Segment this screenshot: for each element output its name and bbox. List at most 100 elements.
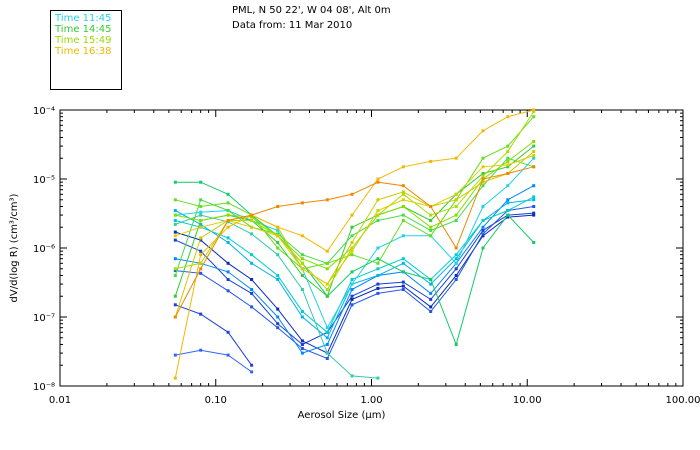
legend-item-1145: Time 11:45 — [55, 13, 112, 24]
y-tick-label: 10⁻⁶ — [33, 244, 55, 255]
data-point-s20 — [276, 205, 280, 208]
data-point-s7 — [401, 261, 405, 265]
data-point-s2 — [199, 348, 203, 352]
data-point-s3 — [250, 291, 254, 295]
y-tick-label: 10⁻⁸ — [33, 382, 55, 393]
data-point-s3 — [429, 297, 433, 301]
data-point-s5 — [350, 303, 354, 307]
data-point-s15 — [325, 267, 329, 271]
data-point-s19 — [325, 249, 329, 253]
data-point-s7 — [506, 201, 510, 205]
data-point-s12 — [173, 294, 177, 298]
data-point-s7 — [300, 315, 304, 319]
data-point-s14 — [199, 205, 203, 208]
data-point-s19 — [481, 129, 485, 133]
data-point-s9 — [199, 210, 203, 214]
data-point-s10 — [250, 232, 254, 236]
data-point-s12 — [276, 241, 280, 244]
data-point-s19 — [276, 225, 280, 229]
data-point-s12 — [506, 165, 510, 169]
data-point-s5 — [532, 205, 536, 208]
data-point-s4 — [532, 213, 536, 217]
data-point-s7 — [325, 336, 329, 340]
data-point-s9 — [376, 246, 380, 250]
data-point-s7 — [199, 222, 203, 226]
data-point-s17 — [401, 190, 405, 194]
data-point-s15 — [506, 159, 510, 163]
data-point-s1 — [199, 312, 203, 316]
data-point-s9 — [276, 228, 280, 232]
data-point-s11 — [506, 213, 510, 217]
data-point-s14 — [481, 156, 485, 160]
data-point-s14 — [401, 219, 405, 222]
data-point-s17 — [350, 241, 354, 244]
data-point-s12 — [300, 274, 304, 277]
data-point-s17 — [199, 236, 203, 240]
data-point-s16 — [454, 205, 458, 208]
data-point-s8 — [376, 267, 380, 271]
data-point-s4 — [401, 284, 405, 288]
data-point-s7 — [454, 257, 458, 261]
data-point-s18 — [173, 234, 177, 238]
data-point-s4 — [199, 238, 203, 242]
data-point-s5 — [481, 232, 485, 236]
data-point-s5 — [325, 357, 329, 360]
data-point-s17 — [376, 198, 380, 202]
data-point-s10 — [350, 374, 354, 378]
data-point-s20 — [429, 205, 433, 208]
data-point-s20 — [350, 192, 354, 196]
data-point-s6 — [300, 351, 304, 355]
legend-item-1445: Time 14:45 — [55, 24, 112, 35]
data-point-s18 — [454, 192, 458, 196]
data-point-s16 — [325, 288, 329, 291]
data-point-s6 — [429, 291, 433, 295]
data-point-s13 — [300, 253, 304, 257]
data-point-s6 — [276, 315, 280, 319]
series-line-s15 — [175, 141, 535, 270]
data-point-s13 — [506, 156, 510, 160]
data-point-s3 — [481, 228, 485, 232]
data-point-s13 — [276, 232, 280, 236]
data-point-s6 — [250, 288, 254, 291]
data-point-s16 — [506, 150, 510, 153]
data-point-s14 — [350, 253, 354, 257]
data-point-s5 — [276, 326, 280, 330]
data-point-s9 — [506, 184, 510, 188]
data-point-s5 — [401, 288, 405, 291]
data-point-s16 — [429, 213, 433, 217]
data-point-s4 — [250, 278, 254, 281]
data-point-s4 — [173, 230, 177, 234]
data-point-s20 — [325, 198, 329, 202]
data-point-s10 — [199, 213, 203, 217]
location-header: PML, N 50 22', W 04 08', Alt 0m — [232, 5, 391, 16]
data-point-s8 — [300, 310, 304, 313]
data-point-s2 — [173, 353, 177, 357]
data-point-s2 — [226, 353, 230, 357]
data-point-s11 — [454, 343, 458, 346]
data-point-s3 — [401, 280, 405, 284]
data-point-s10 — [325, 351, 329, 355]
data-point-s1 — [226, 330, 230, 334]
data-point-s13 — [376, 219, 380, 222]
data-point-s20 — [173, 315, 177, 319]
data-point-s19 — [376, 177, 380, 181]
data-point-s11 — [376, 257, 380, 261]
data-point-s20 — [226, 219, 230, 222]
data-point-s11 — [199, 180, 203, 184]
data-point-s1 — [173, 303, 177, 307]
data-point-s18 — [276, 234, 280, 238]
data-point-s10 — [300, 288, 304, 291]
data-point-s3 — [173, 238, 177, 242]
data-point-s8 — [350, 278, 354, 281]
x-tick-label: 0.01 — [49, 395, 71, 406]
data-point-s7 — [429, 282, 433, 286]
data-point-s5 — [429, 310, 433, 313]
data-point-s19 — [350, 213, 354, 217]
data-point-s12 — [325, 294, 329, 298]
data-point-s8 — [173, 219, 177, 222]
data-point-s20 — [506, 172, 510, 175]
data-point-s16 — [350, 246, 354, 250]
data-point-s8 — [532, 195, 536, 199]
